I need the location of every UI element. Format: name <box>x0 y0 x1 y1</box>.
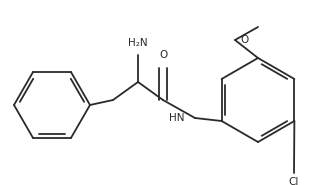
Text: O: O <box>240 35 248 45</box>
Text: HN: HN <box>168 113 184 123</box>
Text: O: O <box>159 50 167 60</box>
Text: H₂N: H₂N <box>128 38 148 48</box>
Text: Cl: Cl <box>289 177 299 185</box>
